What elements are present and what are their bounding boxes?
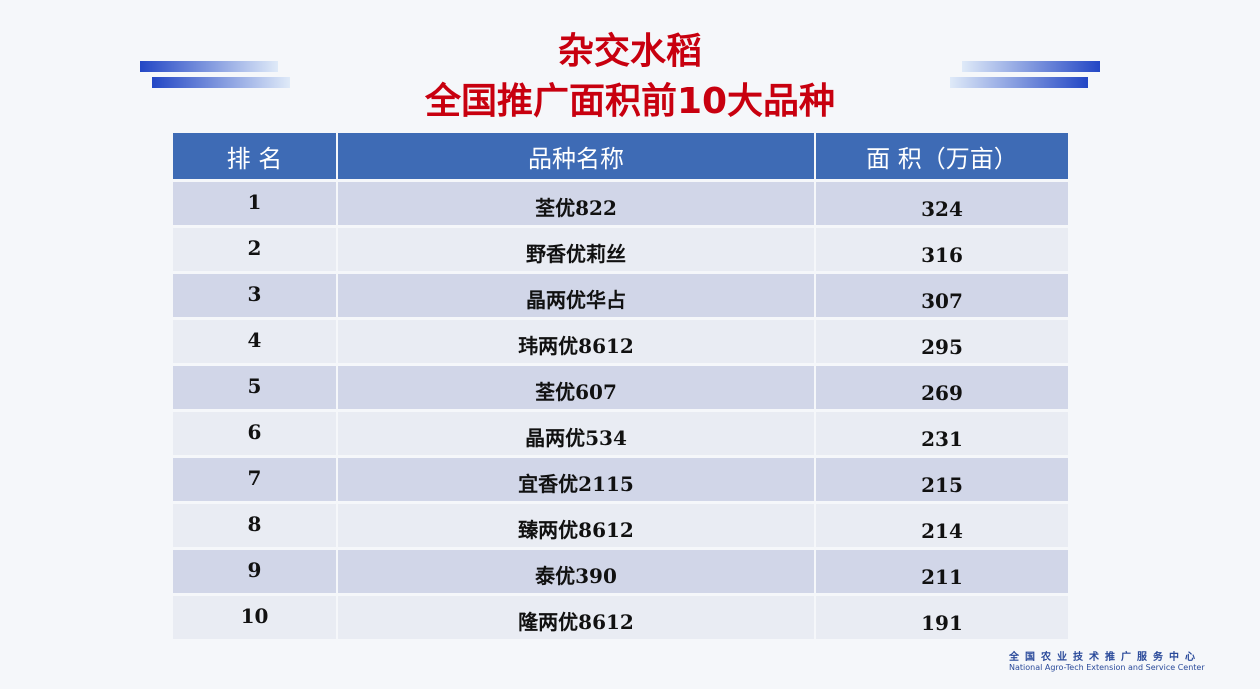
title-line2: 全国推广面积前10大品种 <box>424 81 836 122</box>
cell-area: 231 <box>816 412 1068 455</box>
table-row: 10 隆两优8612 191 <box>173 596 1068 639</box>
table-row: 3 晶两优华占 307 <box>173 274 1068 317</box>
cell-name: 隆两优8612 <box>338 596 814 639</box>
header-name: 品种名称 <box>338 133 814 179</box>
table-row: 1 荃优822 324 <box>173 182 1068 225</box>
cell-area: 214 <box>816 504 1068 547</box>
cell-name: 晶两优华占 <box>338 274 814 317</box>
cell-area: 215 <box>816 458 1068 501</box>
table-row: 8 臻两优8612 214 <box>173 504 1068 547</box>
organization-logo: 全国农业技术推广服务中心 National Agro-Tech Extensio… <box>1009 648 1205 672</box>
cell-area: 324 <box>816 182 1068 225</box>
decor-bar <box>962 61 1100 72</box>
title-line1: 杂交水稻 <box>557 31 702 72</box>
cell-rank: 10 <box>173 596 336 639</box>
cell-name: 野香优莉丝 <box>338 228 814 271</box>
table-row: 6 晶两优534 231 <box>173 412 1068 455</box>
cell-rank: 9 <box>173 550 336 593</box>
cell-name: 宜香优2115 <box>338 458 814 501</box>
cell-rank: 6 <box>173 412 336 455</box>
cell-rank: 3 <box>173 274 336 317</box>
cell-name: 荃优607 <box>338 366 814 409</box>
decor-bar <box>152 77 290 88</box>
cell-rank: 8 <box>173 504 336 547</box>
cell-name: 臻两优8612 <box>338 504 814 547</box>
decor-bar <box>950 77 1088 88</box>
cell-rank: 4 <box>173 320 336 363</box>
table-row: 2 野香优莉丝 316 <box>173 228 1068 271</box>
header-rank: 排 名 <box>173 133 336 179</box>
cell-area: 211 <box>816 550 1068 593</box>
cell-name: 泰优390 <box>338 550 814 593</box>
table-row: 9 泰优390 211 <box>173 550 1068 593</box>
table-row: 7 宜香优2115 215 <box>173 458 1068 501</box>
cell-name: 玮两优8612 <box>338 320 814 363</box>
cell-rank: 1 <box>173 182 336 225</box>
table-row: 5 荃优607 269 <box>173 366 1068 409</box>
cell-area: 191 <box>816 596 1068 639</box>
cell-rank: 2 <box>173 228 336 271</box>
cell-name: 晶两优534 <box>338 412 814 455</box>
cell-area: 269 <box>816 366 1068 409</box>
header-area: 面 积（万亩） <box>816 133 1068 179</box>
cell-area: 316 <box>816 228 1068 271</box>
org-name-cn: 全国农业技术推广服务中心 <box>1009 652 1201 663</box>
table-row: 4 玮两优8612 295 <box>173 320 1068 363</box>
decor-bar <box>140 61 278 72</box>
cell-name: 荃优822 <box>338 182 814 225</box>
cell-rank: 5 <box>173 366 336 409</box>
cell-area: 295 <box>816 320 1068 363</box>
cell-rank: 7 <box>173 458 336 501</box>
ranking-table: 排 名 品种名称 面 积（万亩） 1 荃优822 324 2 野香优莉丝 316 3 晶两优华… <box>171 130 1070 642</box>
org-name-en: National Agro-Tech Extension and Service… <box>1009 663 1205 672</box>
cell-area: 307 <box>816 274 1068 317</box>
